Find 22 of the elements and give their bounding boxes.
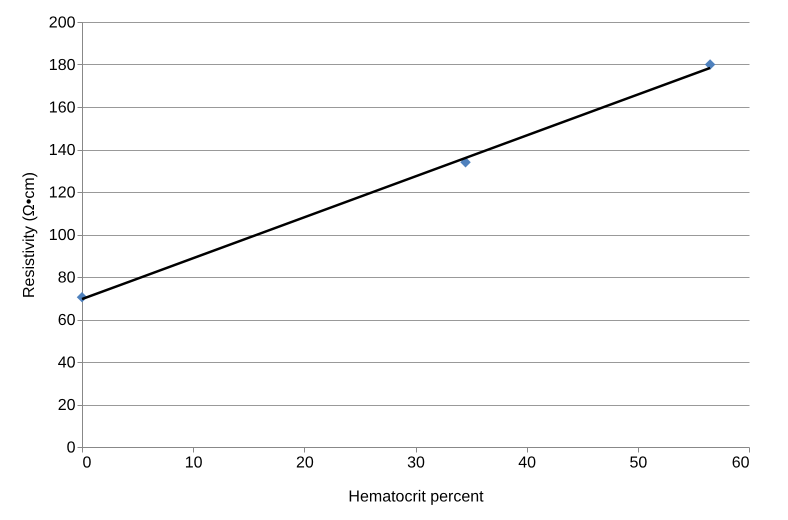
y-tick-label: 180 bbox=[48, 57, 76, 74]
y-tick-label: 120 bbox=[48, 184, 76, 202]
x-tick-label: 50 bbox=[629, 454, 648, 472]
y-tick-label: 0 bbox=[66, 440, 76, 456]
y-tick-label: 160 bbox=[48, 100, 76, 116]
x-tick-label: 40 bbox=[518, 454, 536, 472]
x-tick-label: 0 bbox=[82, 454, 92, 472]
x-tick-label: 60 bbox=[732, 454, 750, 472]
x-tick-label: 20 bbox=[296, 454, 314, 472]
y-tick-label: 140 bbox=[48, 142, 76, 159]
y-tick-label: 60 bbox=[58, 312, 76, 329]
y-axis-title: Resistivity (Ω•cm) bbox=[20, 172, 38, 298]
point bbox=[704, 59, 716, 70]
x-tick-label: 10 bbox=[184, 454, 203, 472]
x-axis-title: Hematocrit percent bbox=[348, 488, 484, 506]
point bbox=[460, 157, 471, 168]
y-tick-label: 80 bbox=[58, 270, 76, 286]
y-tick-label: 20 bbox=[58, 397, 76, 414]
y-tick-label: 100 bbox=[48, 227, 76, 244]
y-tick-label: 40 bbox=[58, 354, 76, 372]
y-tick-label: 200 bbox=[48, 14, 76, 32]
x-tick-label: 30 bbox=[407, 454, 425, 472]
